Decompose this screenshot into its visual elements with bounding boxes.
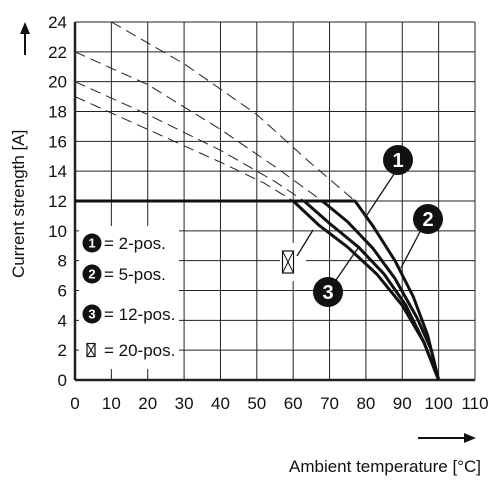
box-diag-2 <box>282 250 294 274</box>
x-tick-label: 100 <box>424 394 452 413</box>
legend: 1 = 2-pos. 2 = 5-pos. 3 = 12-pos. = 20-pos. <box>79 226 179 369</box>
legend-marker-2: 2 <box>82 264 102 284</box>
x-tick-label: 90 <box>393 394 412 413</box>
grid <box>73 21 476 382</box>
x-tick-label: 0 <box>70 394 79 413</box>
y-tick-label: 12 <box>48 192 67 211</box>
y-tick-label: 0 <box>58 371 67 390</box>
series-line-4 <box>75 199 440 381</box>
x-axis-title: Ambient temperature [°C] <box>289 457 481 476</box>
box-diag-2 <box>86 343 96 357</box>
y-tick-label: 22 <box>48 43 67 62</box>
badge-circle <box>313 277 343 307</box>
y-tick-label: 10 <box>48 222 67 241</box>
legend-entry-text: = 5-pos. <box>104 265 166 284</box>
y-tick-label: 14 <box>48 162 67 181</box>
x-tick-label: 30 <box>175 394 194 413</box>
series-line-2 <box>75 199 441 381</box>
callout-badge-1: 1 <box>383 145 413 175</box>
tick-labels: 0 10 20 30 40 50 60 70 80 90 100 110024681012141618… <box>48 13 488 413</box>
callout-box-20-pos <box>281 250 295 274</box>
x-axis-arrow <box>418 433 476 443</box>
x-tick-label: 70 <box>320 394 339 413</box>
callout-leader-2 <box>400 227 423 269</box>
legend-entry-text: = 12-pos. <box>104 305 175 324</box>
badge-circle <box>82 304 102 324</box>
badge-circle <box>383 145 413 175</box>
legend-marker-3: 3 <box>82 304 102 324</box>
badge-circle <box>82 233 102 253</box>
badge-label: 2 <box>422 209 433 231</box>
y-tick-label: 20 <box>48 73 67 92</box>
legend-entry-text: = 2-pos. <box>104 234 166 253</box>
y-tick-label: 18 <box>48 103 67 122</box>
badge-label: 2 <box>88 267 95 282</box>
series-dashed-4 <box>74 96 294 202</box>
x-tick-label: 80 <box>356 394 375 413</box>
x-tick-label: 60 <box>284 394 303 413</box>
y-tick-label: 24 <box>48 13 67 32</box>
series-dashed-3 <box>74 81 305 202</box>
callout-leader-3 <box>335 247 359 281</box>
y-axis-arrow <box>20 22 30 55</box>
x-tick-label: 50 <box>247 394 266 413</box>
legend-entry-text: = 20-pos. <box>104 341 175 360</box>
badge-circle <box>413 204 443 234</box>
badge-label: 1 <box>88 236 95 251</box>
series-line-1 <box>75 199 441 381</box>
badge-circle <box>82 264 102 284</box>
curves <box>74 21 441 381</box>
x-tick-label: 110 <box>461 394 488 413</box>
x-tick-label: 40 <box>211 394 230 413</box>
y-tick-label: 16 <box>48 132 67 151</box>
y-tick-label: 4 <box>58 311 67 330</box>
legend-marker-1: 1 <box>82 233 102 253</box>
badge-label: 1 <box>392 150 403 172</box>
callout-badge-3: 3 <box>313 277 343 307</box>
callout-leader-1 <box>364 167 399 219</box>
badge-label: 3 <box>322 282 333 304</box>
series-dashed-2 <box>74 51 323 202</box>
x-tick-label: 20 <box>138 394 157 413</box>
y-tick-label: 8 <box>58 252 67 271</box>
callouts: 1 2 3 <box>280 145 443 307</box>
y-tick-label: 6 <box>58 282 67 301</box>
y-axis-title: Current strength [A] <box>9 130 28 278</box>
callout-badge-2: 2 <box>413 204 443 234</box>
y-tick-label: 2 <box>58 341 67 360</box>
callout-leader-20-pos <box>296 229 314 257</box>
x-tick-label: 10 <box>102 394 121 413</box>
badge-label: 3 <box>88 307 95 322</box>
series-dashed-1 <box>111 21 356 202</box>
legend-marker-20-pos <box>86 342 96 358</box>
